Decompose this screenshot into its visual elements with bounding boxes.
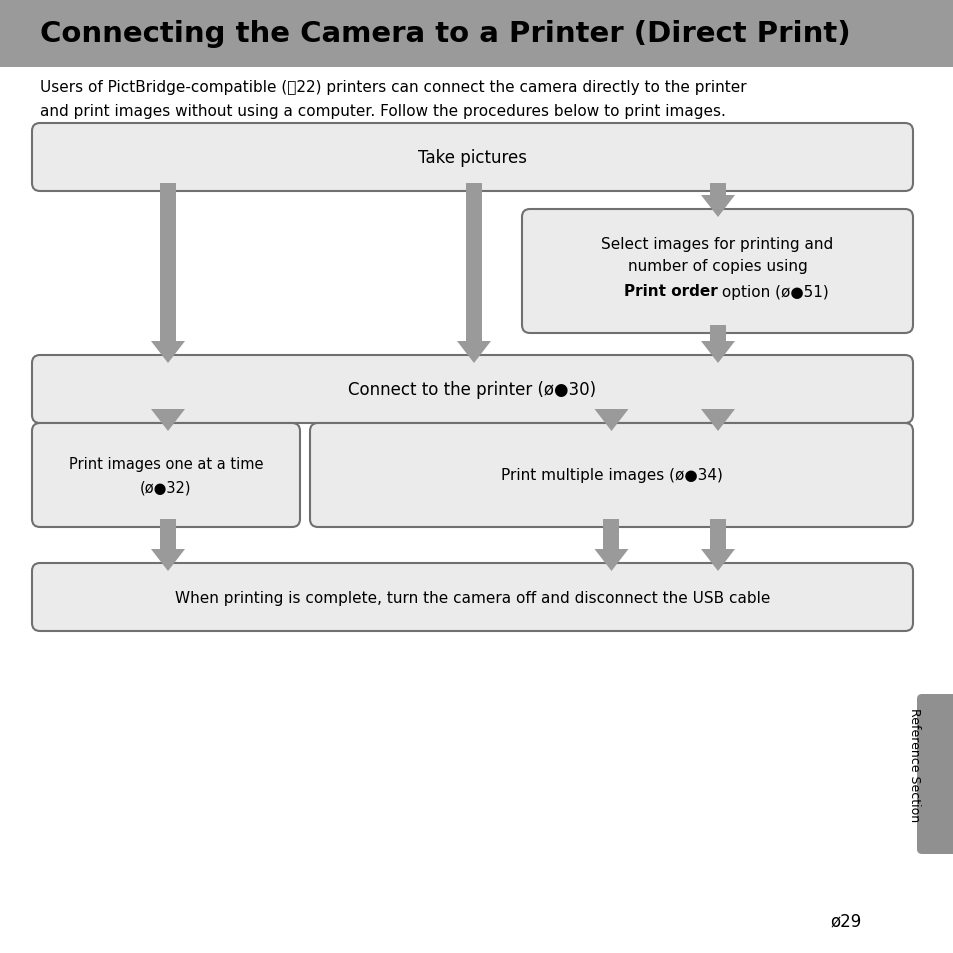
FancyBboxPatch shape	[32, 355, 912, 423]
Text: number of copies using: number of copies using	[627, 258, 806, 274]
Text: When printing is complete, turn the camera off and disconnect the USB cable: When printing is complete, turn the came…	[174, 590, 769, 605]
Bar	[465, 184, 481, 341]
Text: Reference Section: Reference Section	[907, 707, 921, 821]
Text: (ø●32): (ø●32)	[140, 480, 192, 495]
Bar	[709, 519, 725, 550]
Bar	[603, 519, 618, 550]
FancyBboxPatch shape	[32, 124, 912, 192]
Text: Connect to the printer (ø●30): Connect to the printer (ø●30)	[348, 380, 596, 398]
Polygon shape	[700, 341, 734, 364]
Polygon shape	[700, 410, 734, 432]
Text: option (ø●51): option (ø●51)	[717, 284, 828, 299]
Polygon shape	[456, 341, 491, 364]
Polygon shape	[594, 410, 628, 432]
Text: Take pictures: Take pictures	[417, 149, 526, 167]
Polygon shape	[151, 550, 185, 572]
Bar	[709, 326, 725, 341]
Text: Print multiple images (ø●34): Print multiple images (ø●34)	[500, 468, 721, 483]
Polygon shape	[151, 341, 185, 364]
Text: Connecting the Camera to a Printer (Direct Print): Connecting the Camera to a Printer (Dire…	[40, 20, 850, 48]
Text: Users of PictBridge-compatible (⛷22) printers can connect the camera directly to: Users of PictBridge-compatible (⛷22) pri…	[40, 80, 746, 95]
Bar	[160, 184, 175, 341]
Text: Print order: Print order	[623, 284, 717, 299]
FancyBboxPatch shape	[310, 423, 912, 527]
Polygon shape	[151, 410, 185, 432]
Text: ø29: ø29	[829, 911, 861, 929]
Polygon shape	[700, 550, 734, 572]
Text: and print images without using a computer. Follow the procedures below to print : and print images without using a compute…	[40, 104, 725, 119]
Bar	[0, 0, 953, 68]
Polygon shape	[594, 550, 628, 572]
Text: Print images one at a time: Print images one at a time	[69, 457, 263, 472]
FancyBboxPatch shape	[916, 695, 953, 854]
Text: Select images for printing and: Select images for printing and	[600, 236, 833, 252]
Bar	[160, 519, 175, 550]
FancyBboxPatch shape	[32, 423, 299, 527]
FancyBboxPatch shape	[521, 210, 912, 334]
Polygon shape	[700, 195, 734, 218]
Bar	[709, 184, 725, 195]
FancyBboxPatch shape	[32, 563, 912, 631]
